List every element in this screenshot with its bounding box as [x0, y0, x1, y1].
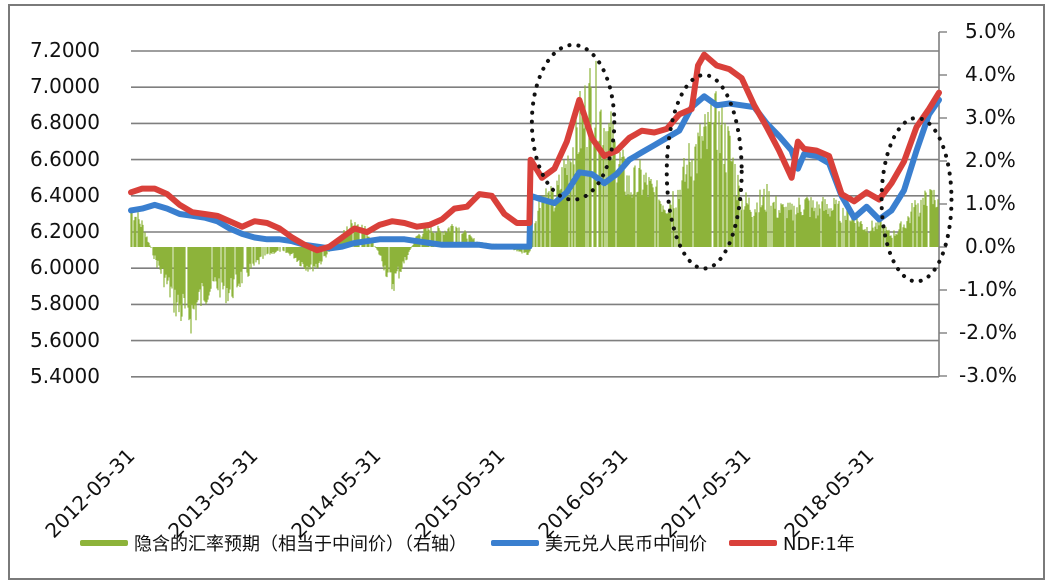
right-axis-tick-label: 3.0%	[965, 105, 1016, 129]
left-axis-tick-label: 5.8000	[30, 291, 100, 316]
left-axis-tick-label: 6.0000	[30, 255, 100, 280]
left-axis-tick-label: 6.2000	[30, 219, 100, 243]
legend-swatch-blue	[491, 540, 539, 546]
right-axis-tick-label: -2.0%	[959, 320, 1018, 344]
legend: 隐含的汇率预期（相当于中间价）（右轴） 美元兑人民币中间价 NDF:1年	[80, 530, 877, 556]
right-axis-tick-label: 4.0%	[965, 62, 1016, 86]
usdcny-fixing-line	[128, 93, 942, 252]
legend-swatch-green	[80, 540, 128, 546]
legend-item-usdcny-fixing: 美元兑人民币中间价	[491, 530, 707, 556]
left-axis-tick-label: 5.6000	[30, 327, 100, 352]
dotted-ellipse-annotation	[529, 42, 617, 202]
right-axis-tick-label: 2.0%	[965, 148, 1016, 172]
legend-label: 美元兑人民币中间价	[545, 534, 707, 555]
right-axis-tick-label: -1.0%	[959, 277, 1018, 301]
left-axis-tick-label: 6.8000	[30, 110, 100, 135]
legend-label: 隐含的汇率预期（相当于中间价）（右轴）	[134, 534, 467, 555]
left-axis-tick-label: 7.2000	[30, 38, 100, 62]
legend-label: NDF:1年	[783, 534, 855, 555]
left-axis-tick-label: 6.6000	[30, 146, 100, 171]
left-axis-tick-label: 5.4000	[30, 363, 100, 388]
legend-item-ndf-1y: NDF:1年	[729, 530, 855, 556]
legend-swatch-red	[729, 540, 777, 546]
ndf-1y-line	[128, 51, 942, 254]
right-axis-tick-label: 5.0%	[965, 19, 1016, 43]
legend-item-implied-expectation: 隐含的汇率预期（相当于中间价）（右轴）	[80, 530, 467, 556]
dotted-ellipse-annotation	[664, 73, 744, 271]
left-axis-tick-label: 7.0000	[30, 74, 100, 99]
right-axis-tick-label: 0.0%	[965, 234, 1016, 258]
right-axis-tick-label: -3.0%	[959, 363, 1018, 387]
left-axis-tick-label: 6.4000	[30, 182, 100, 207]
right-axis-tick-label: 1.0%	[965, 191, 1016, 215]
dotted-ellipse-annotation	[879, 116, 954, 284]
